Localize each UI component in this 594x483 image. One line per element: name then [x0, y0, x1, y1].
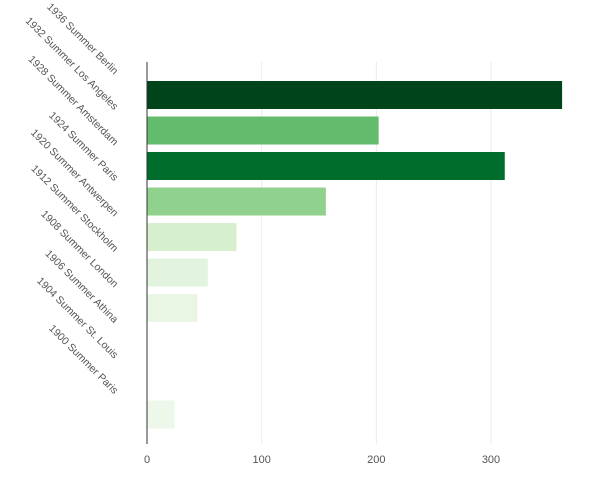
- bar: [147, 187, 326, 216]
- bar: [147, 152, 505, 180]
- bar: [147, 81, 563, 109]
- x-tick-label: 100: [252, 454, 270, 466]
- category-label: 1900 Summer Paris: [46, 323, 120, 397]
- x-tick-label: 0: [144, 454, 150, 466]
- bar: [147, 116, 379, 145]
- bar: [147, 258, 208, 287]
- bar: [147, 223, 237, 251]
- bar: [147, 294, 198, 322]
- x-tick-label: 200: [367, 454, 385, 466]
- bar: [147, 400, 175, 429]
- x-tick-label: 300: [482, 454, 500, 466]
